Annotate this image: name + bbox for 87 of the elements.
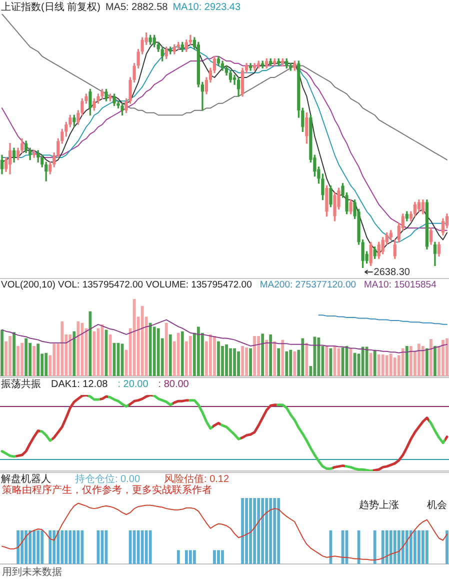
text: : 20.00 — [118, 378, 149, 390]
annotation: 趋势上涨 — [359, 498, 399, 511]
bar — [389, 354, 392, 376]
bar — [36, 344, 40, 376]
bar — [80, 322, 84, 376]
bar — [446, 338, 448, 376]
text: MA10: 2923.43 — [172, 2, 241, 13]
bar — [241, 346, 244, 376]
bar — [176, 332, 180, 376]
bar — [209, 334, 212, 376]
bar — [68, 334, 72, 376]
bar — [60, 321, 64, 376]
bar — [393, 358, 396, 376]
bar — [229, 348, 232, 376]
bar — [16, 346, 20, 376]
bar — [76, 321, 80, 376]
bar — [261, 334, 264, 376]
bar — [249, 348, 252, 376]
bar — [188, 336, 192, 376]
bar — [265, 340, 268, 376]
bar — [426, 348, 428, 376]
bar — [168, 334, 172, 376]
bar — [430, 339, 432, 376]
bar — [197, 326, 200, 376]
bar — [32, 346, 36, 376]
bar — [293, 351, 296, 376]
bar — [233, 348, 236, 376]
bar — [217, 341, 220, 376]
bar — [301, 338, 304, 376]
bar — [237, 351, 240, 376]
bar — [401, 348, 404, 376]
annotation: 2638.30 — [374, 266, 410, 278]
bar — [417, 344, 420, 376]
bar — [152, 326, 156, 376]
bar — [269, 334, 272, 376]
text: 持仓仓位: 0.00 — [75, 472, 140, 485]
bar — [442, 340, 444, 376]
bar — [361, 346, 364, 376]
bar — [289, 350, 292, 376]
bar — [213, 336, 216, 376]
bar — [434, 346, 436, 376]
bar — [281, 340, 284, 376]
bar — [377, 354, 380, 376]
bar — [285, 351, 288, 376]
text: MA10: 15015854 — [364, 280, 436, 291]
bar — [422, 346, 424, 376]
bar — [369, 352, 372, 376]
bar — [20, 342, 24, 376]
chart-title: 振荡共振 — [1, 378, 41, 390]
bar — [24, 338, 28, 376]
text: : 80.00 — [158, 378, 190, 390]
bar — [385, 355, 388, 376]
bar — [225, 344, 228, 376]
series-label: DAK1: 12.08 — [51, 378, 108, 390]
bar — [381, 354, 384, 376]
text: MA200: 275377120.00 — [260, 280, 356, 291]
bar — [8, 336, 12, 376]
bar — [373, 350, 376, 376]
bar — [273, 341, 276, 376]
bar — [156, 328, 160, 376]
bar — [365, 346, 368, 376]
bar — [405, 346, 408, 376]
bar — [277, 348, 280, 376]
chart-title: 解盘机器人 — [1, 472, 51, 485]
bar — [180, 331, 184, 376]
bar — [305, 342, 308, 376]
bar — [221, 346, 224, 376]
bar — [253, 336, 256, 376]
text: 风险估值: 0.12 — [164, 472, 230, 485]
bar — [28, 342, 32, 376]
chart-title: VOL(200,10) VOL: 135795472.00 VOLUME: 135795472.00 — [1, 280, 252, 291]
text: 用到未来数据 — [2, 566, 62, 578]
bar — [52, 344, 56, 376]
bar — [72, 331, 76, 376]
bar — [12, 332, 16, 376]
annotation: 机会 — [427, 498, 447, 511]
bar — [164, 322, 168, 376]
chart-title: 上证指数(日线 前复权) — [1, 0, 100, 13]
bar — [0, 330, 4, 376]
bar — [245, 348, 248, 376]
bar — [148, 322, 152, 376]
text: MA5: 2882.58 — [105, 2, 168, 13]
bar — [140, 306, 144, 376]
bar — [44, 352, 48, 376]
bar — [257, 336, 260, 376]
text: 策略由程序产生，仅作参考，更多实战联系作者 — [2, 484, 212, 496]
bar — [409, 346, 412, 376]
